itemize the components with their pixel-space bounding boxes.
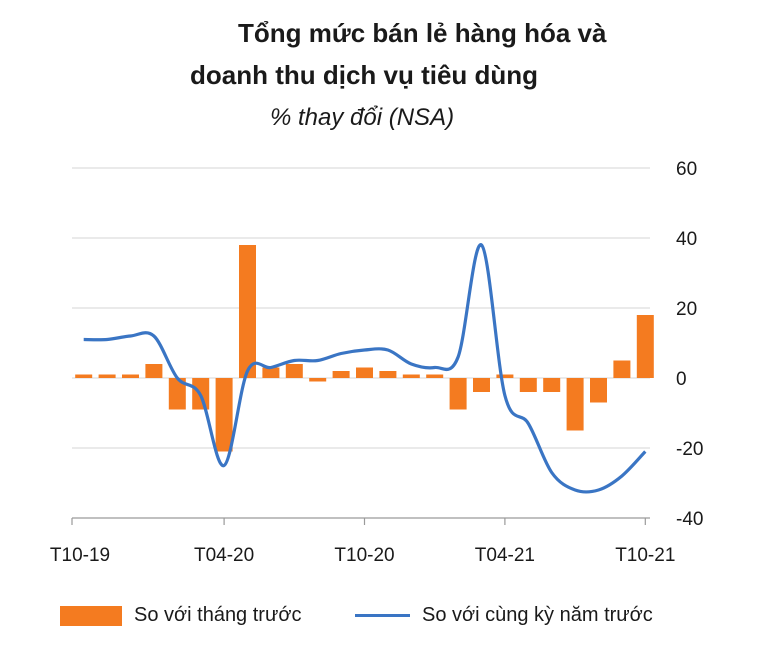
bar bbox=[75, 374, 93, 378]
legend-label-bar: So với tháng trước bbox=[134, 604, 302, 626]
bar bbox=[285, 364, 303, 378]
legend-swatch-line bbox=[355, 614, 410, 617]
bar bbox=[426, 374, 444, 378]
x-axis-labels: T10-19 T04-20 T10-20 T04-21 T10-21 bbox=[50, 545, 676, 566]
bar bbox=[262, 367, 280, 378]
legend-item-bar: So với tháng trước bbox=[60, 604, 301, 627]
chart-subtitle: % thay đổi (NSA) bbox=[270, 104, 455, 131]
bar bbox=[332, 371, 350, 378]
bar bbox=[98, 374, 116, 378]
bar bbox=[122, 374, 139, 378]
line-series bbox=[83, 243, 647, 494]
y-tick-label: 0 bbox=[676, 369, 687, 390]
x-tick-label: T04-20 bbox=[194, 545, 254, 566]
bar bbox=[473, 378, 490, 392]
bar bbox=[145, 364, 163, 378]
bar bbox=[613, 360, 631, 378]
bar-series bbox=[75, 245, 654, 452]
legend-label-line: So với cùng kỳ năm trước bbox=[422, 604, 653, 626]
y-tick-label: 20 bbox=[676, 299, 697, 320]
x-axis bbox=[71, 517, 650, 525]
bar bbox=[543, 378, 561, 392]
chart-title-line-1: Tổng mức bán lẻ hàng hóa và bbox=[238, 18, 607, 48]
bar bbox=[636, 315, 654, 378]
x-tick-label: T10-19 bbox=[50, 545, 110, 566]
bar bbox=[215, 378, 233, 452]
bar bbox=[449, 378, 467, 410]
bar bbox=[496, 374, 514, 378]
x-tick-label: T10-21 bbox=[615, 545, 675, 566]
y-axis-labels: 60 40 20 0 -20 -40 bbox=[676, 159, 703, 530]
bar bbox=[309, 378, 327, 382]
legend-swatch-bar bbox=[60, 605, 122, 626]
legend-item-line: So với cùng kỳ năm trước bbox=[355, 604, 653, 627]
bar bbox=[356, 367, 373, 378]
x-tick-label: T10-20 bbox=[334, 545, 394, 566]
y-tick-label: 40 bbox=[676, 229, 697, 250]
bar bbox=[239, 245, 256, 378]
series-line bbox=[83, 243, 647, 494]
bar bbox=[168, 378, 186, 410]
bar bbox=[402, 374, 420, 378]
gridlines bbox=[72, 167, 650, 449]
y-tick-label: -20 bbox=[676, 439, 703, 460]
bar bbox=[519, 378, 537, 392]
bar bbox=[379, 371, 397, 378]
y-tick-label: 60 bbox=[676, 159, 697, 180]
bar bbox=[566, 378, 584, 431]
x-tick-label: T04-21 bbox=[475, 545, 535, 566]
bar bbox=[590, 378, 607, 403]
y-tick-label: -40 bbox=[676, 509, 703, 530]
chart-title-line-2: doanh thu dịch vụ tiêu dùng bbox=[190, 60, 539, 90]
